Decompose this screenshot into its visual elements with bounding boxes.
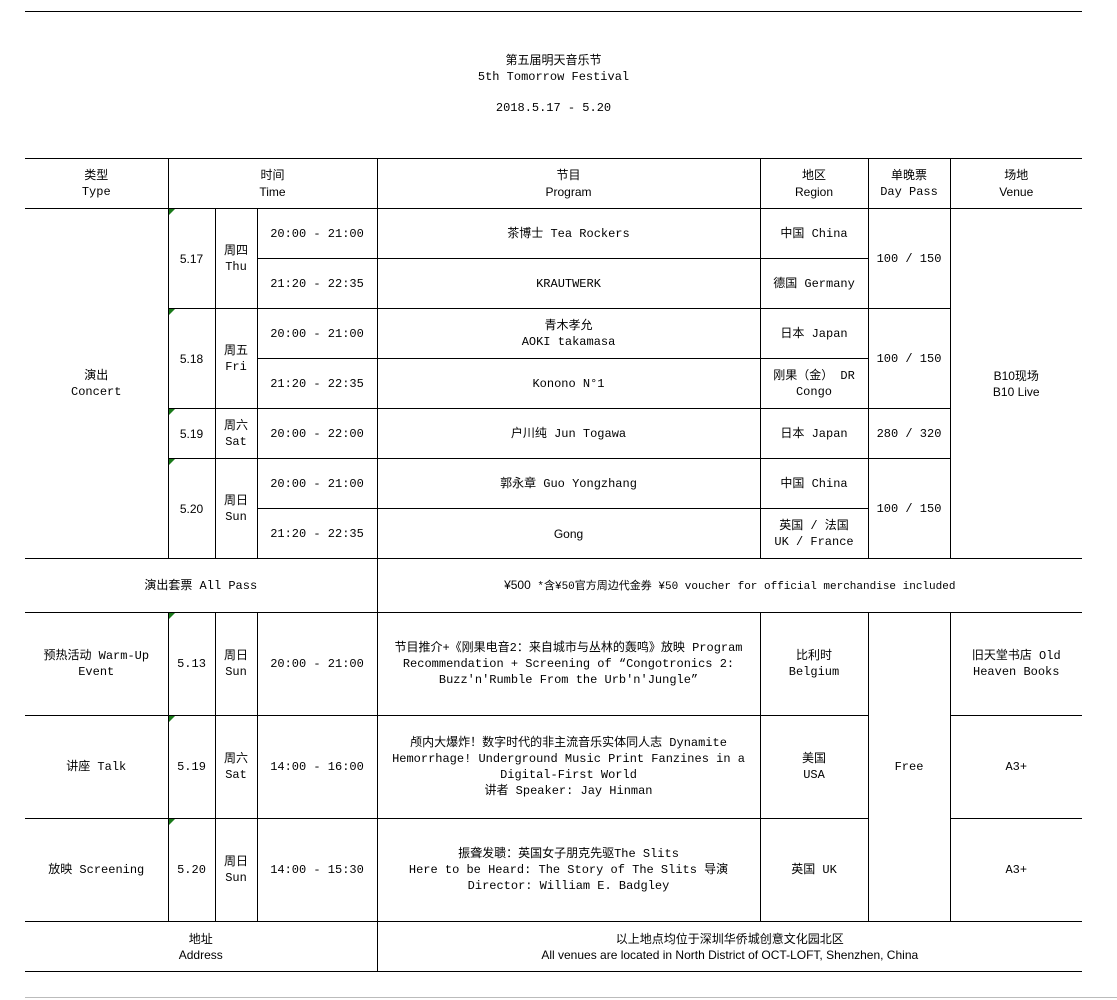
program-cell: KRAUTWERK bbox=[376, 258, 761, 309]
date-cell: 5.19 bbox=[167, 715, 216, 819]
weekday-cell: 周五 Fri bbox=[214, 308, 258, 409]
page-title: 第五届明天音乐节 5th Tomorrow Festival bbox=[25, 53, 1082, 85]
event-row: 讲座 Talk 5.19 周六 Sat 14:00 - 16:00 颅内大爆炸！数… bbox=[25, 715, 1082, 819]
region-cell: 英国 UK bbox=[759, 818, 869, 922]
event-type: 放映 Screening bbox=[25, 818, 169, 922]
price-cell: 100 / 150 bbox=[867, 308, 950, 409]
program-cell: Konono N°1 bbox=[376, 358, 761, 409]
weekday-cell: 周日 Sun bbox=[214, 458, 258, 559]
address-label: 地址 Address bbox=[25, 921, 378, 972]
table-row: 5.19 周六 Sat 20:00 - 22:00 户川纯 Jun Togawa … bbox=[25, 408, 1082, 459]
program-cell: 振聋发聩：英国女子朋克先驱The Slits Here to be Heard: … bbox=[376, 818, 761, 922]
price-cell: 280 / 320 bbox=[867, 408, 950, 459]
date-cell: 5.20 bbox=[167, 818, 216, 922]
date-cell: 5.19 bbox=[168, 408, 216, 459]
address-row: 地址 Address 以上地点均位于深圳华侨城创意文化园北区 All venues … bbox=[25, 921, 1082, 972]
title-cn: 第五届明天音乐节 bbox=[505, 54, 602, 68]
program-cell: 茶博士 Tea Rockers bbox=[376, 208, 761, 259]
region-cell: 日本 Japan bbox=[759, 308, 869, 359]
time-cell: 20:00 - 21:00 bbox=[256, 308, 378, 359]
date-cell: 5.13 bbox=[167, 612, 216, 716]
all-pass-label: 演出套票 All Pass bbox=[25, 558, 378, 613]
date-cell: 5.17 bbox=[167, 208, 216, 309]
header-venue: 场地 Venue bbox=[949, 158, 1082, 209]
concert-venue: B10现场 B10 Live bbox=[949, 208, 1082, 559]
time-cell: 21:20 - 22:35 bbox=[257, 508, 378, 559]
table-row: 5.18 周五 Fri 20:00 - 21:00 青木孝允 AOKI takama… bbox=[25, 308, 1082, 409]
time-cell: 20:00 - 21:00 bbox=[256, 208, 378, 259]
price-cell: 100 / 150 bbox=[867, 208, 951, 309]
weekday-cell: 周日 Sun bbox=[214, 818, 258, 922]
event-price: Free bbox=[867, 612, 951, 922]
region-cell: 刚果（金） DR Congo bbox=[759, 358, 868, 409]
weekday-cell: 周日 Sun bbox=[214, 612, 258, 716]
table-row: 21:20 - 22:35 KRAUTWERK 德国 Germany bbox=[25, 258, 1082, 309]
schedule-table: 类型 Type 时间 Time 节目 Program 地区 Region 单晚票 Day … bbox=[25, 158, 1082, 972]
event-type: 预热活动 Warm-Up Event bbox=[25, 612, 169, 716]
region-cell: 中国 China bbox=[759, 458, 869, 509]
region-cell: 德国 Germany bbox=[759, 258, 868, 309]
program-cell: 节目推介+《刚果电音2：来自城市与丛林的轰鸣》放映 Program Recomm… bbox=[376, 612, 761, 716]
time-cell: 14:00 - 16:00 bbox=[256, 715, 378, 819]
program-cell: 郭永章 Guo Yongzhang bbox=[376, 458, 761, 509]
header-program: 节目 Program bbox=[376, 158, 761, 209]
date-cell: 5.20 bbox=[168, 458, 216, 559]
region-cell: 英国 / 法国 UK / France bbox=[759, 508, 868, 559]
header-day-pass: 单晚票 Day Pass bbox=[867, 158, 951, 209]
date-cell: 5.18 bbox=[168, 308, 216, 409]
header-row: 类型 Type 时间 Time 节目 Program 地区 Region 单晚票 Day … bbox=[25, 158, 1082, 209]
title-en: 5th Tomorrow Festival bbox=[477, 70, 630, 84]
program-cell: 青木孝允 AOKI takamasa bbox=[376, 308, 761, 359]
header-region: 地区 Region bbox=[759, 158, 869, 209]
event-type: 讲座 Talk bbox=[25, 715, 169, 819]
time-cell: 20:00 - 21:00 bbox=[256, 458, 378, 509]
header-time: 时间 Time bbox=[167, 158, 378, 209]
concert-type: 演出 Concert bbox=[25, 208, 169, 559]
address-text: 以上地点均位于深圳华侨城创意文化园北区 All venues are locate… bbox=[376, 921, 1082, 972]
region-cell: 日本 Japan bbox=[759, 408, 869, 459]
time-cell: 14:00 - 15:30 bbox=[256, 818, 378, 922]
event-row: 放映 Screening 5.20 周日 Sun 14:00 - 15:30 振聋… bbox=[25, 818, 1082, 922]
all-pass-row: 演出套票 All Pass ¥500 *含¥50官方周边代金券 ¥50 vouc… bbox=[25, 558, 1082, 613]
all-pass-price: ¥500 *含¥50官方周边代金券 ¥50 voucher for offici… bbox=[376, 558, 1082, 613]
time-cell: 20:00 - 21:00 bbox=[256, 612, 378, 716]
program-cell: 颅内大爆炸！数字时代的非主流音乐实体同人志 Dynamite Hemorrhag… bbox=[376, 715, 761, 819]
time-cell: 21:20 - 22:35 bbox=[257, 358, 378, 409]
program-cell: 户川纯 Jun Togawa bbox=[376, 408, 761, 459]
region-cell: 比利时 Belgium bbox=[759, 612, 869, 716]
table-row: 5.20 周日 Sun 20:00 - 21:00 郭永章 Guo Yongzha… bbox=[25, 458, 1082, 559]
venue-cell: 旧天堂书店 Old Heaven Books bbox=[949, 612, 1082, 716]
top-rule bbox=[25, 11, 1082, 12]
festival-dates: 2018.5.17 - 5.20 bbox=[495, 101, 612, 115]
time-cell: 20:00 - 22:00 bbox=[256, 408, 378, 459]
header-type: 类型 Type bbox=[25, 158, 169, 209]
venue-cell: A3+ bbox=[949, 818, 1082, 922]
table-row: 演出 Concert 5.17 周四 Thu 20:00 - 21:00 茶博士 T… bbox=[25, 208, 1082, 559]
weekday-cell: 周六 Sat bbox=[214, 408, 258, 459]
region-cell: 美国 USA bbox=[759, 715, 869, 819]
weekday-cell: 周六 Sat bbox=[214, 715, 258, 819]
table-row: 21:20 - 22:35 Konono N°1 刚果（金） DR Congo bbox=[25, 358, 1082, 409]
time-cell: 21:20 - 22:35 bbox=[257, 258, 378, 309]
event-row: 预热活动 Warm-Up Event 5.13 周日 Sun 20:00 - 21… bbox=[25, 612, 1082, 922]
price-cell: 100 / 150 bbox=[867, 458, 950, 559]
table-row: 21:20 - 22:35 Gong 英国 / 法国 UK / France bbox=[25, 508, 1082, 559]
program-cell: Gong bbox=[376, 508, 761, 559]
region-cell: 中国 China bbox=[759, 208, 869, 259]
bottom-rule bbox=[25, 997, 1117, 998]
weekday-cell: 周四 Thu bbox=[214, 208, 258, 309]
venue-cell: A3+ bbox=[949, 715, 1082, 819]
